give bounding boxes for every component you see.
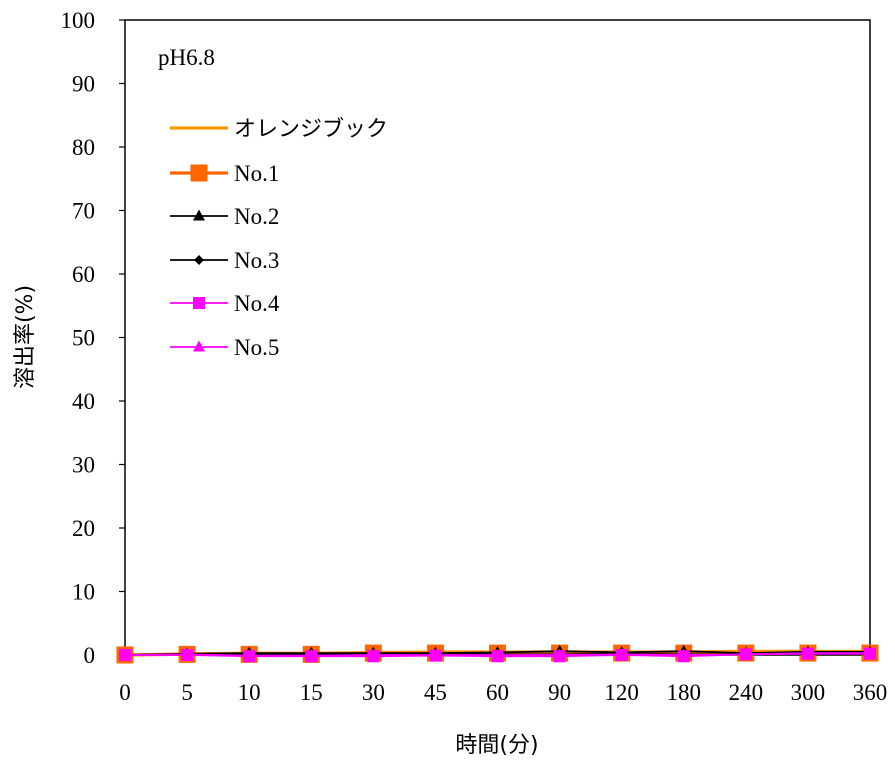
y-tick-label: 40: [72, 389, 95, 414]
legend-label: No.5: [234, 335, 279, 360]
y-tick-label: 80: [72, 135, 95, 160]
annotation-ph: pH6.8: [158, 45, 215, 70]
x-tick-label: 30: [362, 680, 385, 705]
x-tick-label: 180: [667, 680, 702, 705]
y-axis-ticks: 0 10 20 30 40 50 60 70 80 90 100: [61, 8, 126, 668]
x-axis-title: 時間(分): [455, 733, 538, 758]
x-tick-label: 0: [119, 680, 131, 705]
x-tick-label: 45: [424, 680, 447, 705]
x-axis-ticks: 0 5 10 15 30 45 60 90 120 180 240 300 360: [119, 655, 887, 705]
legend-marker: [193, 297, 205, 309]
y-tick-label: 0: [84, 643, 96, 668]
legend-label: No.3: [234, 248, 279, 273]
x-tick-label: 240: [729, 680, 764, 705]
x-tick-label: 360: [853, 680, 888, 705]
y-tick-label: 70: [72, 199, 95, 224]
y-tick-label: 20: [72, 516, 95, 541]
x-tick-label: 60: [486, 680, 509, 705]
legend-label: No.1: [234, 161, 279, 186]
y-tick-label: 30: [72, 453, 95, 478]
y-tick-label: 100: [61, 8, 96, 33]
y-tick-label: 60: [72, 262, 95, 287]
legend-marker: [191, 165, 208, 182]
y-tick-label: 50: [72, 326, 95, 351]
legend-label: オレンジブック: [234, 117, 388, 142]
legend-label: No.4: [234, 291, 280, 316]
x-tick-label: 15: [300, 680, 323, 705]
x-tick-label: 10: [238, 680, 261, 705]
x-tick-label: 300: [791, 680, 826, 705]
y-axis-title: 溶出率(%): [13, 285, 38, 389]
legend-label: No.2: [234, 204, 279, 229]
y-tick-label: 10: [72, 580, 95, 605]
y-tick-label: 90: [72, 72, 95, 97]
x-tick-label: 90: [548, 680, 571, 705]
x-tick-label: 5: [181, 680, 193, 705]
x-tick-label: 120: [604, 680, 639, 705]
